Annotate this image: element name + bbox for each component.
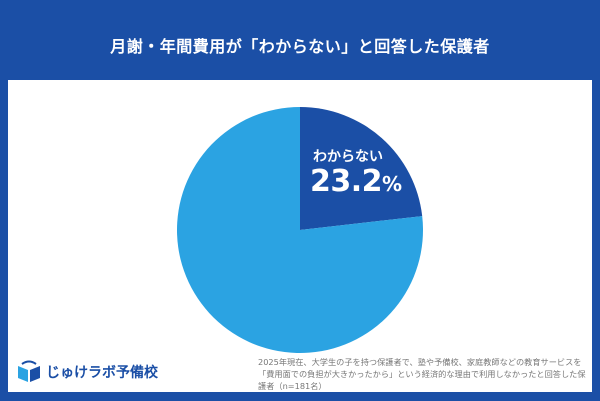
pie-slice-0 <box>300 107 423 230</box>
slice-label-name: わからない <box>313 149 383 165</box>
slice-unit: % <box>382 172 402 196</box>
footnote: 2025年現在、大学生の子を持つ保護者で、塾や予備校、家庭教師などの教育サービス… <box>258 357 586 391</box>
logo-text: じゅけラボ予備校 <box>46 365 158 381</box>
logo: じゅけラボ予備校 <box>16 360 158 384</box>
chart-title: 月謝・年間費用が「わからない」と回答した保護者 <box>110 37 490 56</box>
slice-label-value: 23.2% <box>310 164 402 199</box>
pie-slice-1 <box>177 107 424 353</box>
book-logo-icon <box>18 360 40 382</box>
slice-value: 23.2 <box>310 164 383 199</box>
